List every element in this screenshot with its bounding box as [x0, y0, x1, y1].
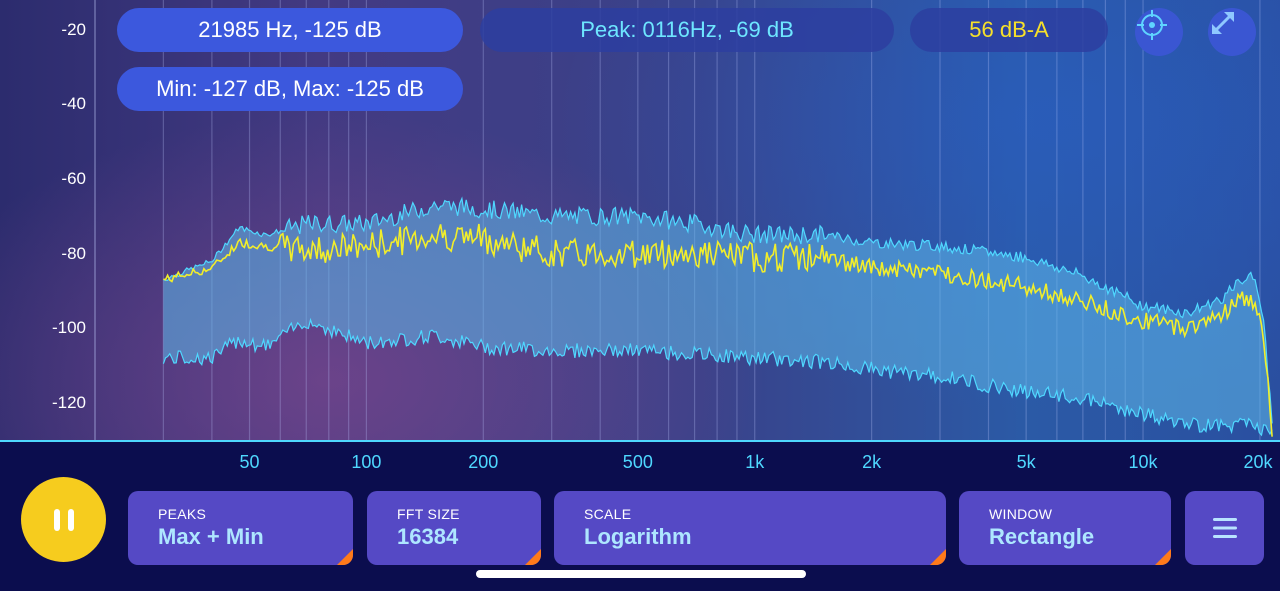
cursor-readout: 21985 Hz, -125 dB — [117, 8, 463, 52]
level-readout-text: 56 dB-A — [969, 17, 1049, 42]
scale-value: Logarithm — [584, 524, 692, 549]
x-tick-label: 10k — [1128, 452, 1158, 472]
window-selector[interactable]: WINDOW Rectangle — [959, 491, 1171, 565]
pause-button[interactable] — [21, 477, 106, 562]
x-tick-label: 1k — [745, 452, 765, 472]
expand-icon — [1212, 12, 1234, 34]
expand-button[interactable] — [1208, 8, 1256, 56]
x-tick-label: 50 — [239, 452, 260, 472]
dropdown-corner-icon — [525, 549, 541, 565]
x-tick-label: 100 — [351, 452, 382, 472]
x-tick-label: 200 — [468, 452, 499, 472]
x-tick-label: 2k — [862, 452, 882, 472]
y-tick-label: -120 — [51, 392, 86, 412]
minmax-readout-text: Min: -127 dB, Max: -125 dB — [156, 76, 424, 101]
crosshair-button[interactable] — [1135, 8, 1183, 56]
max-trace — [163, 196, 1273, 424]
y-tick-label: -80 — [61, 243, 86, 263]
window-value: Rectangle — [989, 524, 1095, 549]
peaks-selector[interactable]: PEAKS Max + Min — [128, 491, 353, 565]
dropdown-corner-icon — [337, 549, 353, 565]
current-trace — [163, 223, 1273, 437]
dropdown-corner-icon — [1155, 549, 1171, 565]
fft-size-label: FFT SIZE — [397, 506, 460, 522]
spectrum-plot[interactable]: -20 -40 -60 -80 -100 -120 21985 Hz, -125 dB P… — [0, 0, 1280, 442]
peak-readout: Peak: 0116Hz, -69 dB — [480, 8, 894, 52]
menu-button[interactable] — [1185, 491, 1264, 565]
scale-label: SCALE — [584, 506, 632, 522]
peaks-value: Max + Min — [158, 524, 264, 549]
x-tick-label: 20k — [1243, 452, 1273, 472]
y-tick-label: -60 — [61, 168, 86, 188]
home-indicator[interactable] — [476, 570, 806, 578]
dropdown-corner-icon — [930, 549, 946, 565]
max-min-band — [163, 198, 1273, 436]
pause-icon — [50, 508, 78, 531]
minmax-readout: Min: -127 dB, Max: -125 dB — [117, 67, 463, 111]
crosshair-icon — [1137, 10, 1167, 40]
peak-readout-text: Peak: 0116Hz, -69 dB — [580, 17, 794, 42]
bottom-toolbar: 50 100 200 500 1k 2k 5k 10k 20k PEAKS Max + Min … — [0, 442, 1280, 591]
peaks-label: PEAKS — [158, 506, 207, 522]
level-readout: 56 dB-A — [910, 8, 1108, 52]
y-tick-label: -100 — [51, 318, 86, 338]
scale-selector[interactable]: SCALE Logarithm — [554, 491, 946, 565]
cursor-readout-text: 21985 Hz, -125 dB — [198, 17, 382, 42]
x-tick-label: 5k — [1016, 452, 1036, 472]
window-label: WINDOW — [989, 506, 1053, 522]
y-tick-label: -20 — [61, 19, 86, 39]
fft-size-value: 16384 — [397, 524, 459, 549]
x-tick-label: 500 — [622, 452, 653, 472]
fft-size-selector[interactable]: FFT SIZE 16384 — [367, 491, 541, 565]
y-tick-label: -40 — [61, 94, 86, 114]
min-trace — [162, 317, 1273, 437]
hamburger-menu-icon — [1212, 518, 1237, 538]
